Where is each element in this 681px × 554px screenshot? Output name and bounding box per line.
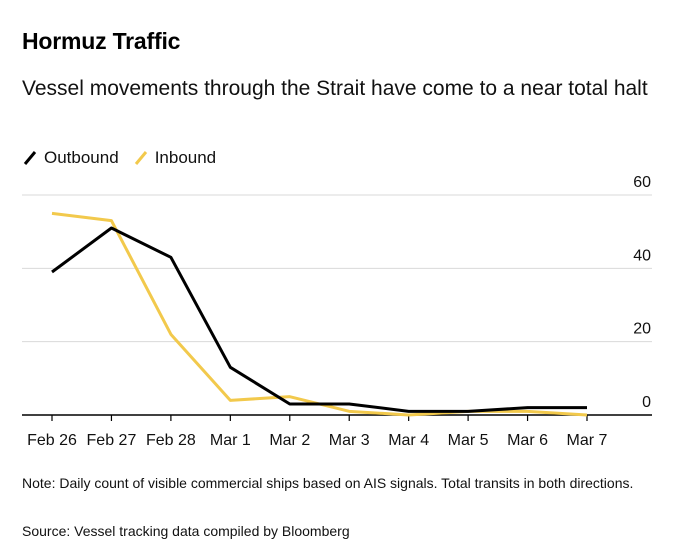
x-tick-label-9: Mar 7	[567, 432, 608, 449]
legend-label-inbound: Inbound	[154, 148, 217, 167]
x-tick-label-7: Mar 5	[448, 432, 489, 449]
x-tick-label-8: Mar 6	[507, 432, 548, 449]
y-tick-label-40: 40	[633, 247, 651, 264]
legend-swatch-outbound	[23, 151, 37, 165]
chart-subtitle: Vessel movements through the Strait have…	[22, 77, 648, 100]
x-tick-label-3: Mar 1	[210, 432, 251, 449]
x-tick-label-4: Mar 2	[269, 432, 310, 449]
y-tick-label-0: 0	[642, 394, 651, 411]
chart-title: Hormuz Traffic	[22, 28, 181, 54]
legend: Outbound Inbound	[22, 148, 230, 168]
x-tick-label-2: Feb 28	[146, 432, 196, 449]
y-tick-label-60: 60	[633, 174, 651, 191]
x-tick-label-1: Feb 27	[87, 432, 137, 449]
y-tick-label-20: 20	[633, 321, 651, 338]
chart-note: Note: Daily count of visible commercial …	[22, 475, 634, 491]
series-line-outbound	[51, 226, 587, 413]
legend-label-outbound: Outbound	[44, 148, 119, 167]
x-tick-label-6: Mar 4	[388, 432, 429, 449]
series-line-inbound	[51, 211, 588, 417]
legend-item-outbound: Outbound	[22, 148, 119, 168]
x-tick-label-5: Mar 3	[329, 432, 370, 449]
chart-source: Source: Vessel tracking data compiled by…	[22, 523, 350, 539]
legend-swatch-inbound	[134, 151, 147, 165]
line-chart: 0 20 40 60 Feb 26 Feb 27 Feb 28 Mar 1 Mar 2 Mar 3…	[22, 174, 652, 449]
legend-item-inbound: Inbound	[133, 148, 216, 168]
x-tick-label-0: Feb 26	[27, 432, 77, 449]
